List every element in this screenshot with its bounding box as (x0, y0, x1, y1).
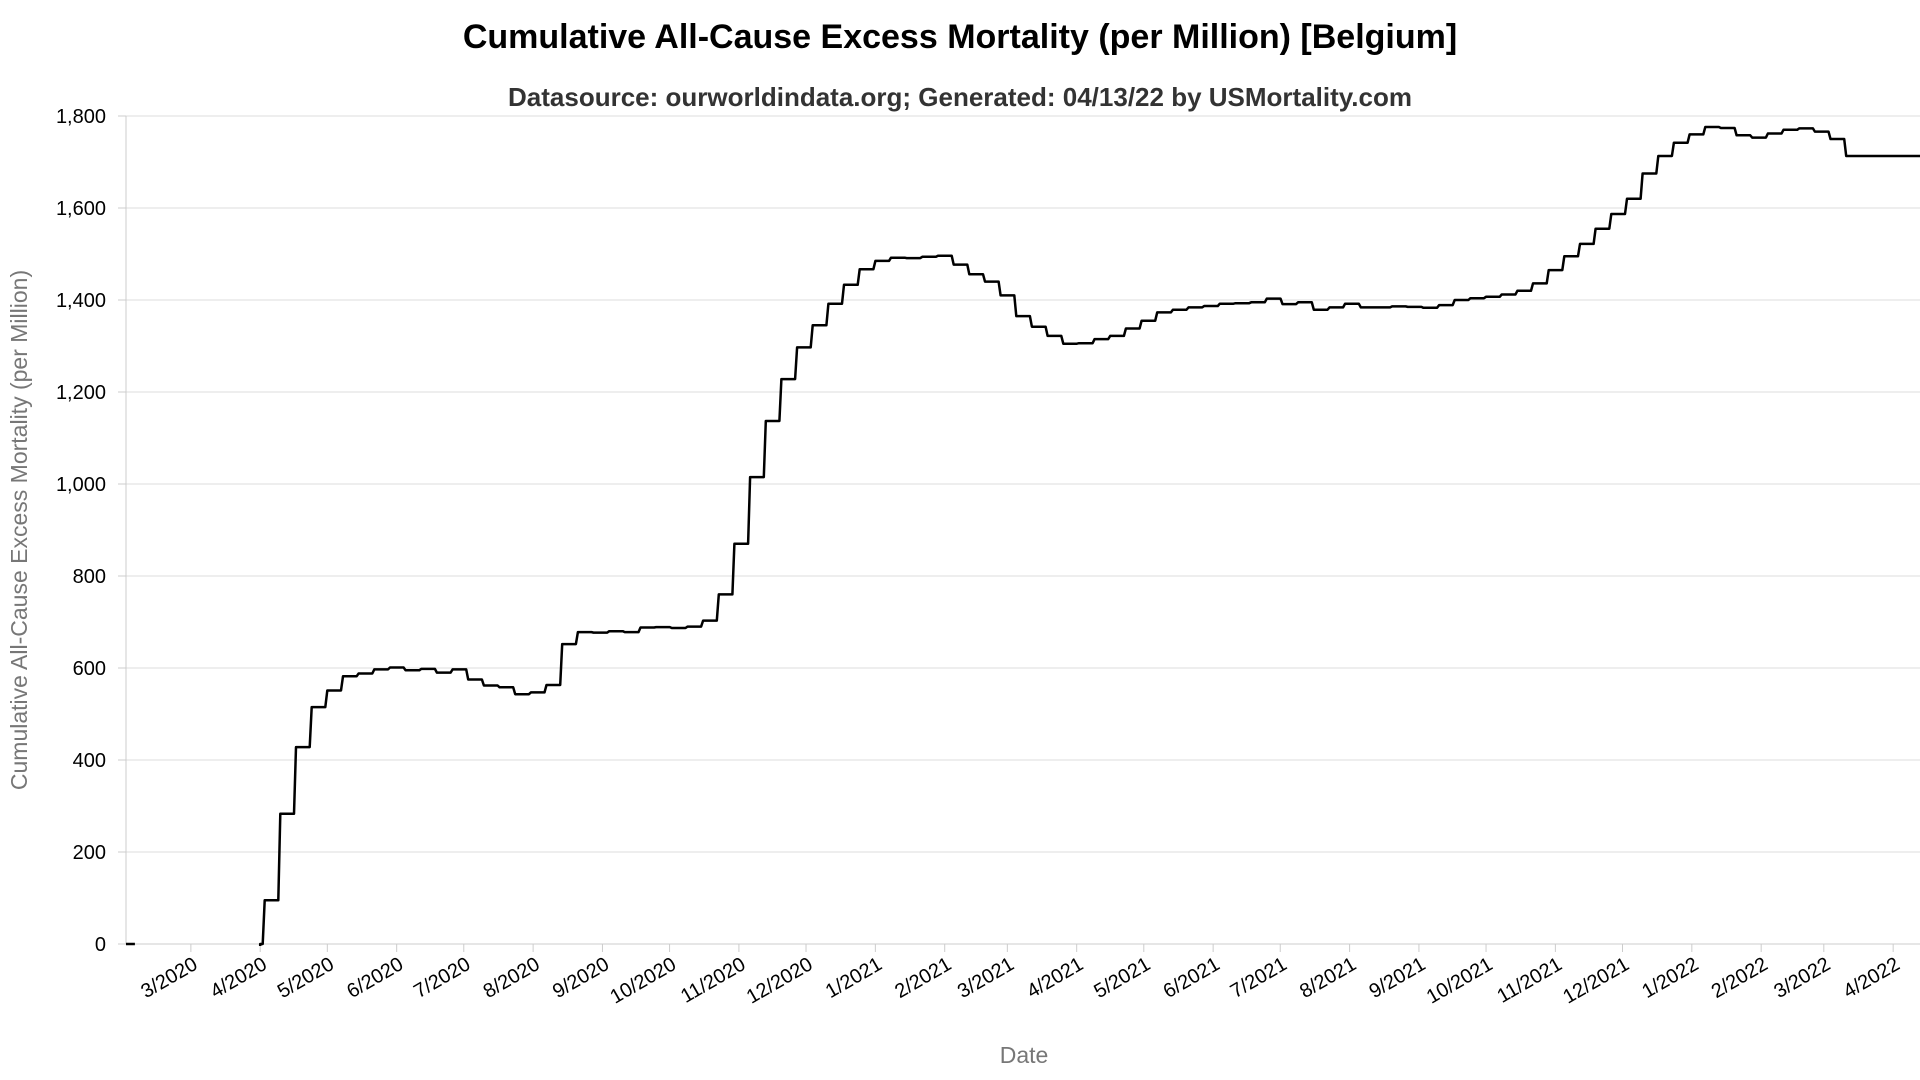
x-tick-label: 7/2021 (1227, 953, 1291, 1003)
y-tick-label: 1,200 (56, 382, 106, 404)
y-tick-label: 1,800 (56, 106, 106, 128)
y-tick-labels: 0 200 400 600 800 1,000 1,200 1,400 1,600 1,800 (56, 106, 126, 956)
y-axis-label: Cumulative All-Cause Excess Mortality (p… (6, 270, 32, 790)
x-tick-label: 3/2020 (137, 953, 201, 1003)
y-tick-label: 400 (73, 750, 106, 772)
x-tick-label: 12/2020 (743, 953, 817, 1008)
x-tick-label: 5/2021 (1090, 953, 1154, 1003)
x-tick-label: 5/2020 (274, 953, 338, 1003)
x-tick-label: 4/2020 (207, 953, 271, 1003)
y-tick-label: 200 (73, 842, 106, 864)
y-tick-label: 1,400 (56, 290, 106, 312)
series-layer (126, 125, 1920, 946)
x-axis-label: Date (1000, 1042, 1049, 1068)
x-tick-label: 2/2021 (891, 953, 955, 1003)
x-tick-label: 2/2022 (1708, 953, 1772, 1003)
x-tick-label: 9/2020 (549, 953, 613, 1003)
y-tick-label: 800 (73, 566, 106, 588)
x-tick-label: 12/2021 (1559, 953, 1633, 1008)
x-tick-label: 3/2021 (954, 953, 1018, 1003)
x-tick-label: 8/2020 (480, 953, 544, 1003)
x-tick-label: 6/2020 (343, 953, 407, 1003)
gridlines (126, 115, 1920, 853)
chart-subtitle: Datasource: ourworldindata.org; Generate… (508, 82, 1412, 112)
x-tick-label: 8/2021 (1296, 953, 1360, 1003)
x-tick-label: 9/2021 (1365, 953, 1429, 1003)
chart-title: Cumulative All-Cause Excess Mortality (p… (462, 18, 1458, 56)
x-tick-label: 10/2021 (1423, 953, 1497, 1008)
x-tick-label: 11/2021 (1494, 953, 1566, 1007)
y-tick-label: 1,000 (56, 474, 106, 496)
x-tick-label: 3/2022 (1770, 953, 1834, 1003)
x-tick-label: 4/2022 (1840, 953, 1904, 1003)
x-tick-label: 4/2021 (1023, 953, 1087, 1003)
x-tick-label: 10/2020 (606, 953, 680, 1008)
x-tick-label: 6/2021 (1160, 953, 1224, 1003)
y-tick-label: 0 (95, 934, 106, 956)
y-tick-label: 600 (73, 658, 106, 680)
x-tick-label: 7/2020 (410, 953, 474, 1003)
y-tick-label: 1,600 (56, 198, 106, 220)
x-tick-label: 1/2021 (822, 953, 886, 1003)
series-line (126, 125, 1920, 946)
x-tick-labels: 3/2020 4/2020 5/2020 6/2020 7/2020 8/2020 9/20… (137, 944, 1904, 1008)
axes (125, 116, 1920, 945)
x-tick-label: 11/2020 (677, 953, 749, 1007)
x-tick-label: 1/2022 (1638, 953, 1702, 1003)
